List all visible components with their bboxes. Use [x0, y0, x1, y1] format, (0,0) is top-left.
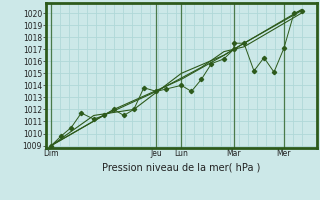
X-axis label: Pression niveau de la mer( hPa ): Pression niveau de la mer( hPa )	[102, 163, 260, 173]
